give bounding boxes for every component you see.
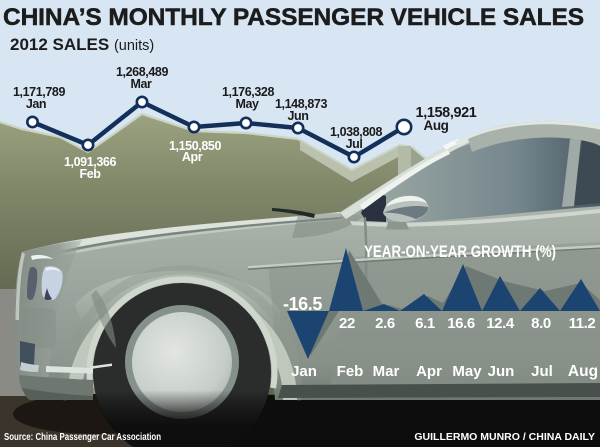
svg-text:Jul: Jul xyxy=(346,137,363,151)
svg-text:Jun: Jun xyxy=(488,363,515,380)
svg-text:2.6: 2.6 xyxy=(375,315,395,332)
svg-text:May: May xyxy=(235,97,259,111)
svg-text:Aug: Aug xyxy=(568,363,598,380)
svg-text:1,176,328: 1,176,328 xyxy=(222,85,274,99)
svg-text:Aug: Aug xyxy=(423,118,448,133)
svg-text:Jun: Jun xyxy=(287,109,308,123)
svg-text:GUILLERMO MUNRO / CHINA DAILY: GUILLERMO MUNRO / CHINA DAILY xyxy=(414,431,595,443)
svg-text:May: May xyxy=(452,363,482,380)
svg-text:1,158,921: 1,158,921 xyxy=(416,105,477,121)
svg-text:CHINA’S MONTHLY PASSENGER VEHI: CHINA’S MONTHLY PASSENGER VEHICLE SALES xyxy=(3,4,584,31)
svg-text:-16.5: -16.5 xyxy=(283,294,322,314)
svg-text:Apr: Apr xyxy=(416,363,442,380)
svg-text:1,148,873: 1,148,873 xyxy=(275,97,327,111)
svg-text:1,171,789: 1,171,789 xyxy=(13,85,65,99)
svg-text:Jan: Jan xyxy=(26,97,46,111)
svg-text:12.4: 12.4 xyxy=(486,315,515,332)
svg-text:Feb: Feb xyxy=(79,167,101,181)
svg-text:1,038,808: 1,038,808 xyxy=(330,125,382,139)
svg-text:Feb: Feb xyxy=(337,363,364,380)
svg-text:YEAR-ON-YEAR GROWTH (%): YEAR-ON-YEAR GROWTH (%) xyxy=(364,243,556,261)
svg-text:1,091,366: 1,091,366 xyxy=(64,155,116,169)
svg-text:Mar: Mar xyxy=(373,363,400,380)
svg-text:6.1: 6.1 xyxy=(415,315,435,332)
svg-text:1,150,850: 1,150,850 xyxy=(169,139,221,153)
svg-text:1,268,489: 1,268,489 xyxy=(116,65,168,79)
svg-text:Source: China Passenger Car As: Source: China Passenger Car Association xyxy=(4,432,161,443)
svg-text:11.2: 11.2 xyxy=(569,315,596,332)
svg-text:8.0: 8.0 xyxy=(531,315,551,332)
svg-text:Jul: Jul xyxy=(531,363,553,380)
svg-text:Mar: Mar xyxy=(130,77,152,91)
svg-text:16.6: 16.6 xyxy=(447,315,475,332)
svg-text:22: 22 xyxy=(339,315,355,332)
svg-text:Jan: Jan xyxy=(291,363,317,380)
svg-text:2012 SALES (units): 2012 SALES (units) xyxy=(10,35,154,54)
svg-text:Apr: Apr xyxy=(182,150,203,164)
